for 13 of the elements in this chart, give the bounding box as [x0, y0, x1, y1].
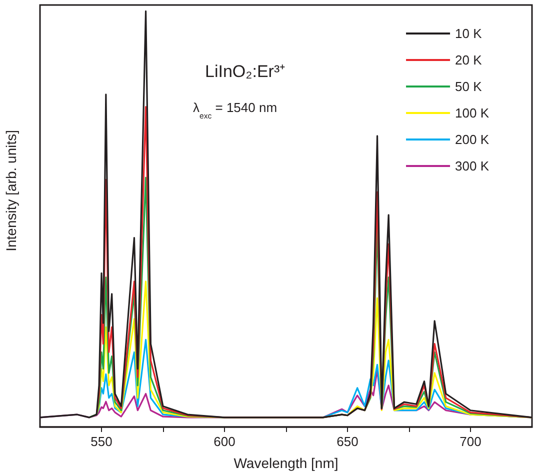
text: LiInO₂:Er³⁺ [205, 62, 286, 81]
legend-label: 200 K [455, 132, 490, 147]
x-tick-label: 550 [90, 434, 112, 449]
legend-label: 10 K [455, 26, 482, 41]
x-tick-label: 650 [336, 434, 358, 449]
legend-label: 50 K [455, 79, 482, 94]
x-tick-label: 700 [460, 434, 482, 449]
legend-label: 300 K [455, 158, 490, 174]
x-axis-title: Wavelength [nm] [234, 455, 338, 471]
legend-label: 20 K [455, 52, 482, 68]
y-axis-title: Intensity [arb. units] [3, 130, 19, 252]
x-tick-label: 600 [214, 434, 236, 449]
legend-label: 100 K [455, 106, 490, 120]
